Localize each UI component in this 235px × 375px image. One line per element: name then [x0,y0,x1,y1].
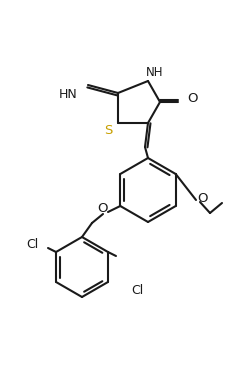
Text: S: S [104,124,112,138]
Text: O: O [187,93,197,105]
Text: O: O [197,192,207,204]
Text: Cl: Cl [131,284,143,297]
Text: Cl: Cl [26,238,38,252]
Text: NH: NH [146,66,164,78]
Text: O: O [98,202,108,216]
Text: HN: HN [59,88,77,102]
